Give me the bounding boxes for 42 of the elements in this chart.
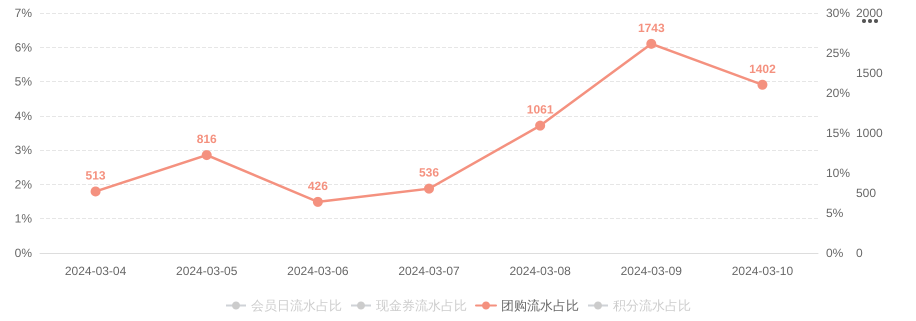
y2-tick-label: 25% (826, 46, 850, 60)
y3-tick-label: 2000 (856, 6, 884, 20)
point (646, 38, 656, 49)
y-tick-label: 1% (14, 212, 32, 226)
point (312, 196, 323, 207)
x-tick-label: 2024-03-07 (398, 264, 460, 278)
y-tick-label: 4% (14, 108, 32, 123)
y3-tick-label: 500 (856, 186, 876, 200)
data-label: 536 (418, 166, 440, 180)
x-tick-label: 2024-03-04 (64, 264, 127, 278)
y2-tick-label: 30% (826, 6, 850, 20)
y3-tick-label: 1500 (856, 66, 884, 80)
y-tick-label: 5% (14, 74, 32, 89)
y2-tick-label: 20% (826, 86, 850, 100)
point (535, 120, 546, 131)
data-label: 816 (196, 132, 218, 146)
point (757, 80, 768, 90)
data-label: 1061 (526, 102, 554, 117)
y-tick-label: 2% (14, 177, 32, 192)
x-tick-label: 2024-03-06 (287, 264, 349, 278)
y2-tick-label: 10% (826, 166, 850, 180)
data-label: 426 (308, 178, 328, 193)
x-tick-label: 2024-03-09 (620, 264, 682, 278)
y2-tick-label: 5% (826, 206, 844, 220)
x-tick-label: 2024-03-05 (176, 264, 238, 278)
y-tick-label: 7% (14, 6, 32, 20)
y3-tick-label: 1000 (856, 126, 884, 140)
data-label: 1402 (749, 62, 776, 76)
y-tick-label: 0% (14, 246, 32, 260)
data-label: 1743 (638, 20, 665, 35)
x-tick-label: 2024-03-10 (732, 264, 794, 278)
point (202, 150, 212, 160)
data-label: 513 (86, 168, 106, 182)
x-tick-label: 2024-03-08 (509, 264, 572, 278)
legend-label: 团购流水占比 (501, 298, 579, 313)
point (424, 184, 434, 194)
y2-tick-label: 15% (826, 126, 850, 140)
point (90, 186, 101, 196)
y-tick-label: 6% (14, 40, 32, 54)
y-tick-label: 3% (14, 143, 32, 158)
y2-tick-label: 0% (826, 246, 844, 260)
y3-tick-label: 0 (856, 246, 863, 260)
